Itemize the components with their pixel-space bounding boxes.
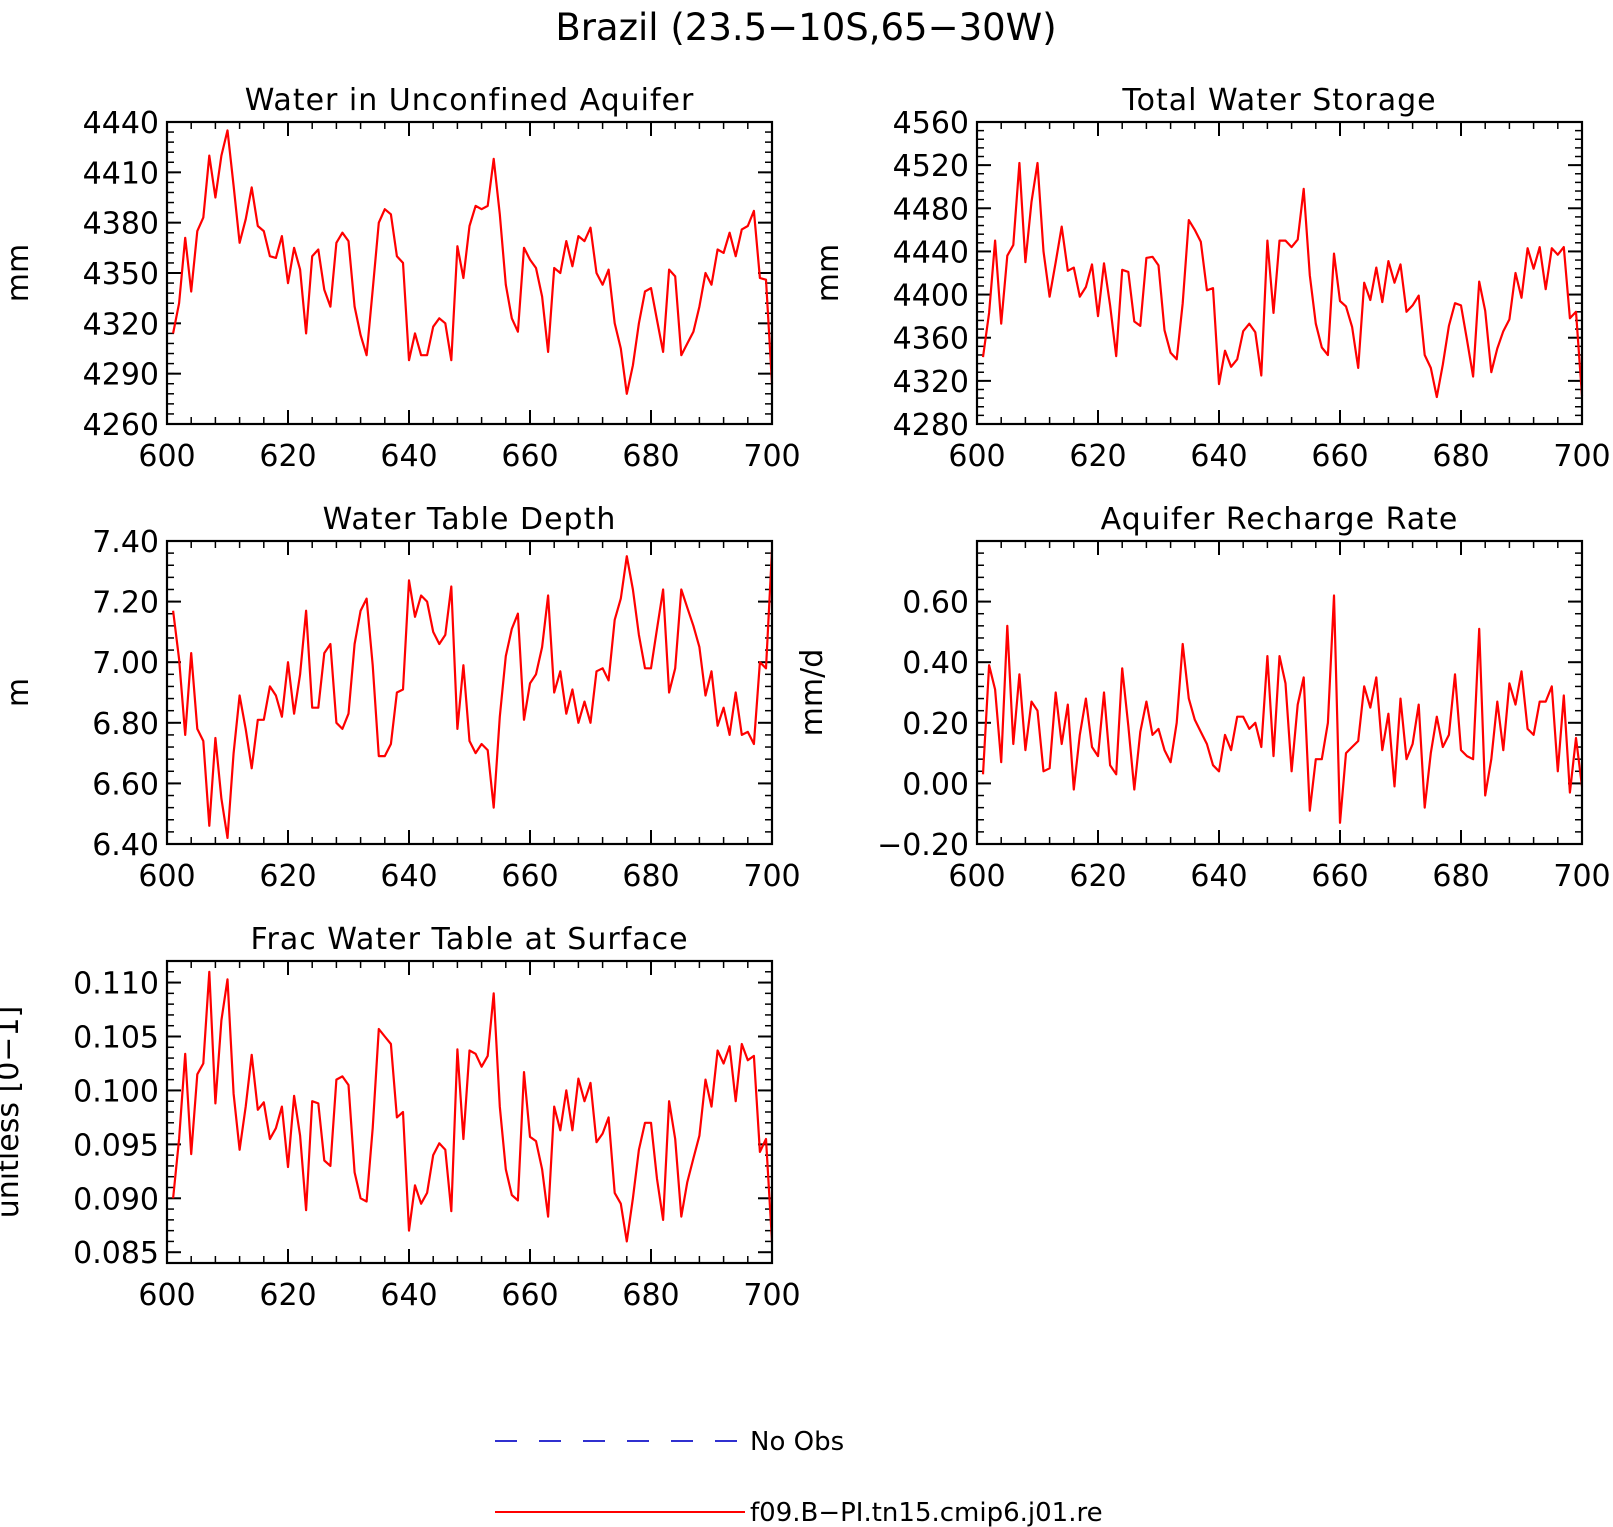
y-tick-label: 7.20 bbox=[92, 586, 159, 621]
x-tick-label: 620 bbox=[1069, 439, 1126, 474]
plot-frame bbox=[975, 539, 1584, 846]
x-tick-label: 640 bbox=[380, 439, 437, 474]
panel-title: Water Table Depth bbox=[323, 502, 617, 537]
legend-label-model: f09.B−PI.tn15.cmip6.j01.re bbox=[750, 1498, 1103, 1527]
y-tick-label: 0.00 bbox=[902, 767, 969, 802]
y-tick-label: 4320 bbox=[893, 365, 969, 400]
legend: No Obs f09.B−PI.tn15.cmip6.j01.re bbox=[495, 1427, 1103, 1527]
x-tick-label: 660 bbox=[1311, 439, 1368, 474]
series-line bbox=[172, 970, 774, 1243]
y-tick-label: 6.60 bbox=[92, 767, 159, 802]
x-tick-label: 640 bbox=[1190, 439, 1247, 474]
figure-title: Brazil (23.5−10S,65−30W) bbox=[555, 6, 1056, 49]
x-tick-label: 620 bbox=[259, 439, 316, 474]
x-tick-label: 640 bbox=[380, 1278, 437, 1313]
y-tick-label: 4320 bbox=[83, 307, 159, 342]
y-tick-label: 4520 bbox=[893, 149, 969, 184]
y-axis-label: mm bbox=[811, 244, 846, 302]
y-tick-label: 4260 bbox=[83, 408, 159, 443]
x-tick-label: 600 bbox=[948, 439, 1005, 474]
x-tick-label: 620 bbox=[259, 859, 316, 894]
y-tick-label: 0.090 bbox=[73, 1182, 159, 1217]
y-tick-label: 0.20 bbox=[902, 707, 969, 742]
chart-panel-2: Total Water Storage mm 600 620 640 660 680 700 4… bbox=[811, 83, 1611, 474]
chart-panel-1: Water in Unconfined Aquifer mm 600 620 640 66… bbox=[1, 83, 801, 474]
y-tick-label: 4560 bbox=[893, 106, 969, 141]
x-tick-label: 680 bbox=[1432, 439, 1489, 474]
y-tick-label: 0.085 bbox=[73, 1236, 159, 1271]
x-tick-label: 680 bbox=[622, 1278, 679, 1313]
legend-label-no-obs: No Obs bbox=[750, 1427, 844, 1457]
y-axis-label: m bbox=[1, 678, 36, 707]
panel-title: Frac Water Table at Surface bbox=[250, 922, 688, 957]
y-tick-label: 6.80 bbox=[92, 707, 159, 742]
series-line bbox=[172, 550, 774, 840]
y-tick-label: 4440 bbox=[893, 235, 969, 270]
x-tick-label: 600 bbox=[138, 1278, 195, 1313]
panel-title: Total Water Storage bbox=[1121, 83, 1436, 118]
x-tick-label: 700 bbox=[743, 1278, 800, 1313]
y-tick-label: 0.60 bbox=[902, 586, 969, 621]
x-tick-label: 660 bbox=[1311, 859, 1368, 894]
panel-title: Water in Unconfined Aquifer bbox=[245, 83, 695, 118]
x-tick-label: 680 bbox=[1432, 859, 1489, 894]
x-tick-label: 620 bbox=[259, 1278, 316, 1313]
y-tick-label: 4360 bbox=[893, 322, 969, 357]
chart-panels: Water in Unconfined Aquifer mm 600 620 640 66… bbox=[0, 83, 1611, 1313]
x-tick-label: 700 bbox=[743, 859, 800, 894]
y-tick-label: 4400 bbox=[893, 279, 969, 314]
x-tick-label: 700 bbox=[1553, 859, 1610, 894]
x-tick-label: 660 bbox=[501, 859, 558, 894]
y-tick-label: 0.100 bbox=[73, 1074, 159, 1109]
chart-panel-3: Water Table Depth m 600 620 640 660 680 700 6.40… bbox=[1, 502, 801, 894]
x-tick-label: 660 bbox=[501, 1278, 558, 1313]
plot-frame bbox=[975, 120, 1584, 426]
series-line bbox=[981, 594, 1584, 824]
y-axis-label: mm bbox=[1, 244, 36, 302]
y-tick-label: 0.40 bbox=[902, 646, 969, 681]
x-tick-label: 660 bbox=[501, 439, 558, 474]
x-tick-label: 700 bbox=[1553, 439, 1610, 474]
x-tick-label: 600 bbox=[948, 859, 1005, 894]
x-tick-label: 600 bbox=[138, 439, 195, 474]
y-tick-label: 4410 bbox=[83, 156, 159, 191]
plot-frame bbox=[165, 539, 774, 846]
chart-panel-5: Frac Water Table at Surface unitless [0−1… bbox=[0, 922, 801, 1313]
plot-frame bbox=[165, 120, 774, 426]
y-tick-label: 4350 bbox=[83, 257, 159, 292]
x-tick-label: 600 bbox=[138, 859, 195, 894]
y-tick-label: 0.095 bbox=[73, 1128, 159, 1163]
y-tick-label: 0.110 bbox=[73, 967, 159, 1002]
y-axis-label: unitless [0−1] bbox=[0, 1006, 26, 1218]
x-tick-label: 680 bbox=[622, 859, 679, 894]
x-tick-label: 700 bbox=[743, 439, 800, 474]
y-tick-label: 6.40 bbox=[92, 828, 159, 863]
series-line bbox=[981, 161, 1584, 399]
series-line bbox=[172, 129, 774, 395]
y-tick-label: −0.20 bbox=[877, 828, 969, 863]
y-tick-label: 4440 bbox=[83, 106, 159, 141]
y-tick-label: 4290 bbox=[83, 358, 159, 393]
x-tick-label: 680 bbox=[622, 439, 679, 474]
x-tick-label: 620 bbox=[1069, 859, 1126, 894]
plot-frame bbox=[165, 959, 774, 1265]
y-tick-label: 7.40 bbox=[92, 525, 159, 560]
y-tick-label: 7.00 bbox=[92, 646, 159, 681]
y-tick-label: 4480 bbox=[893, 192, 969, 227]
chart-panel-4: Aquifer Recharge Rate mm/d 600 620 640 660 680… bbox=[795, 502, 1611, 894]
panel-title: Aquifer Recharge Rate bbox=[1101, 502, 1459, 537]
x-tick-label: 640 bbox=[380, 859, 437, 894]
y-tick-label: 4380 bbox=[83, 207, 159, 242]
y-tick-label: 0.105 bbox=[73, 1021, 159, 1056]
y-tick-label: 4280 bbox=[893, 408, 969, 443]
y-axis-label: mm/d bbox=[795, 649, 830, 737]
x-tick-label: 640 bbox=[1190, 859, 1247, 894]
